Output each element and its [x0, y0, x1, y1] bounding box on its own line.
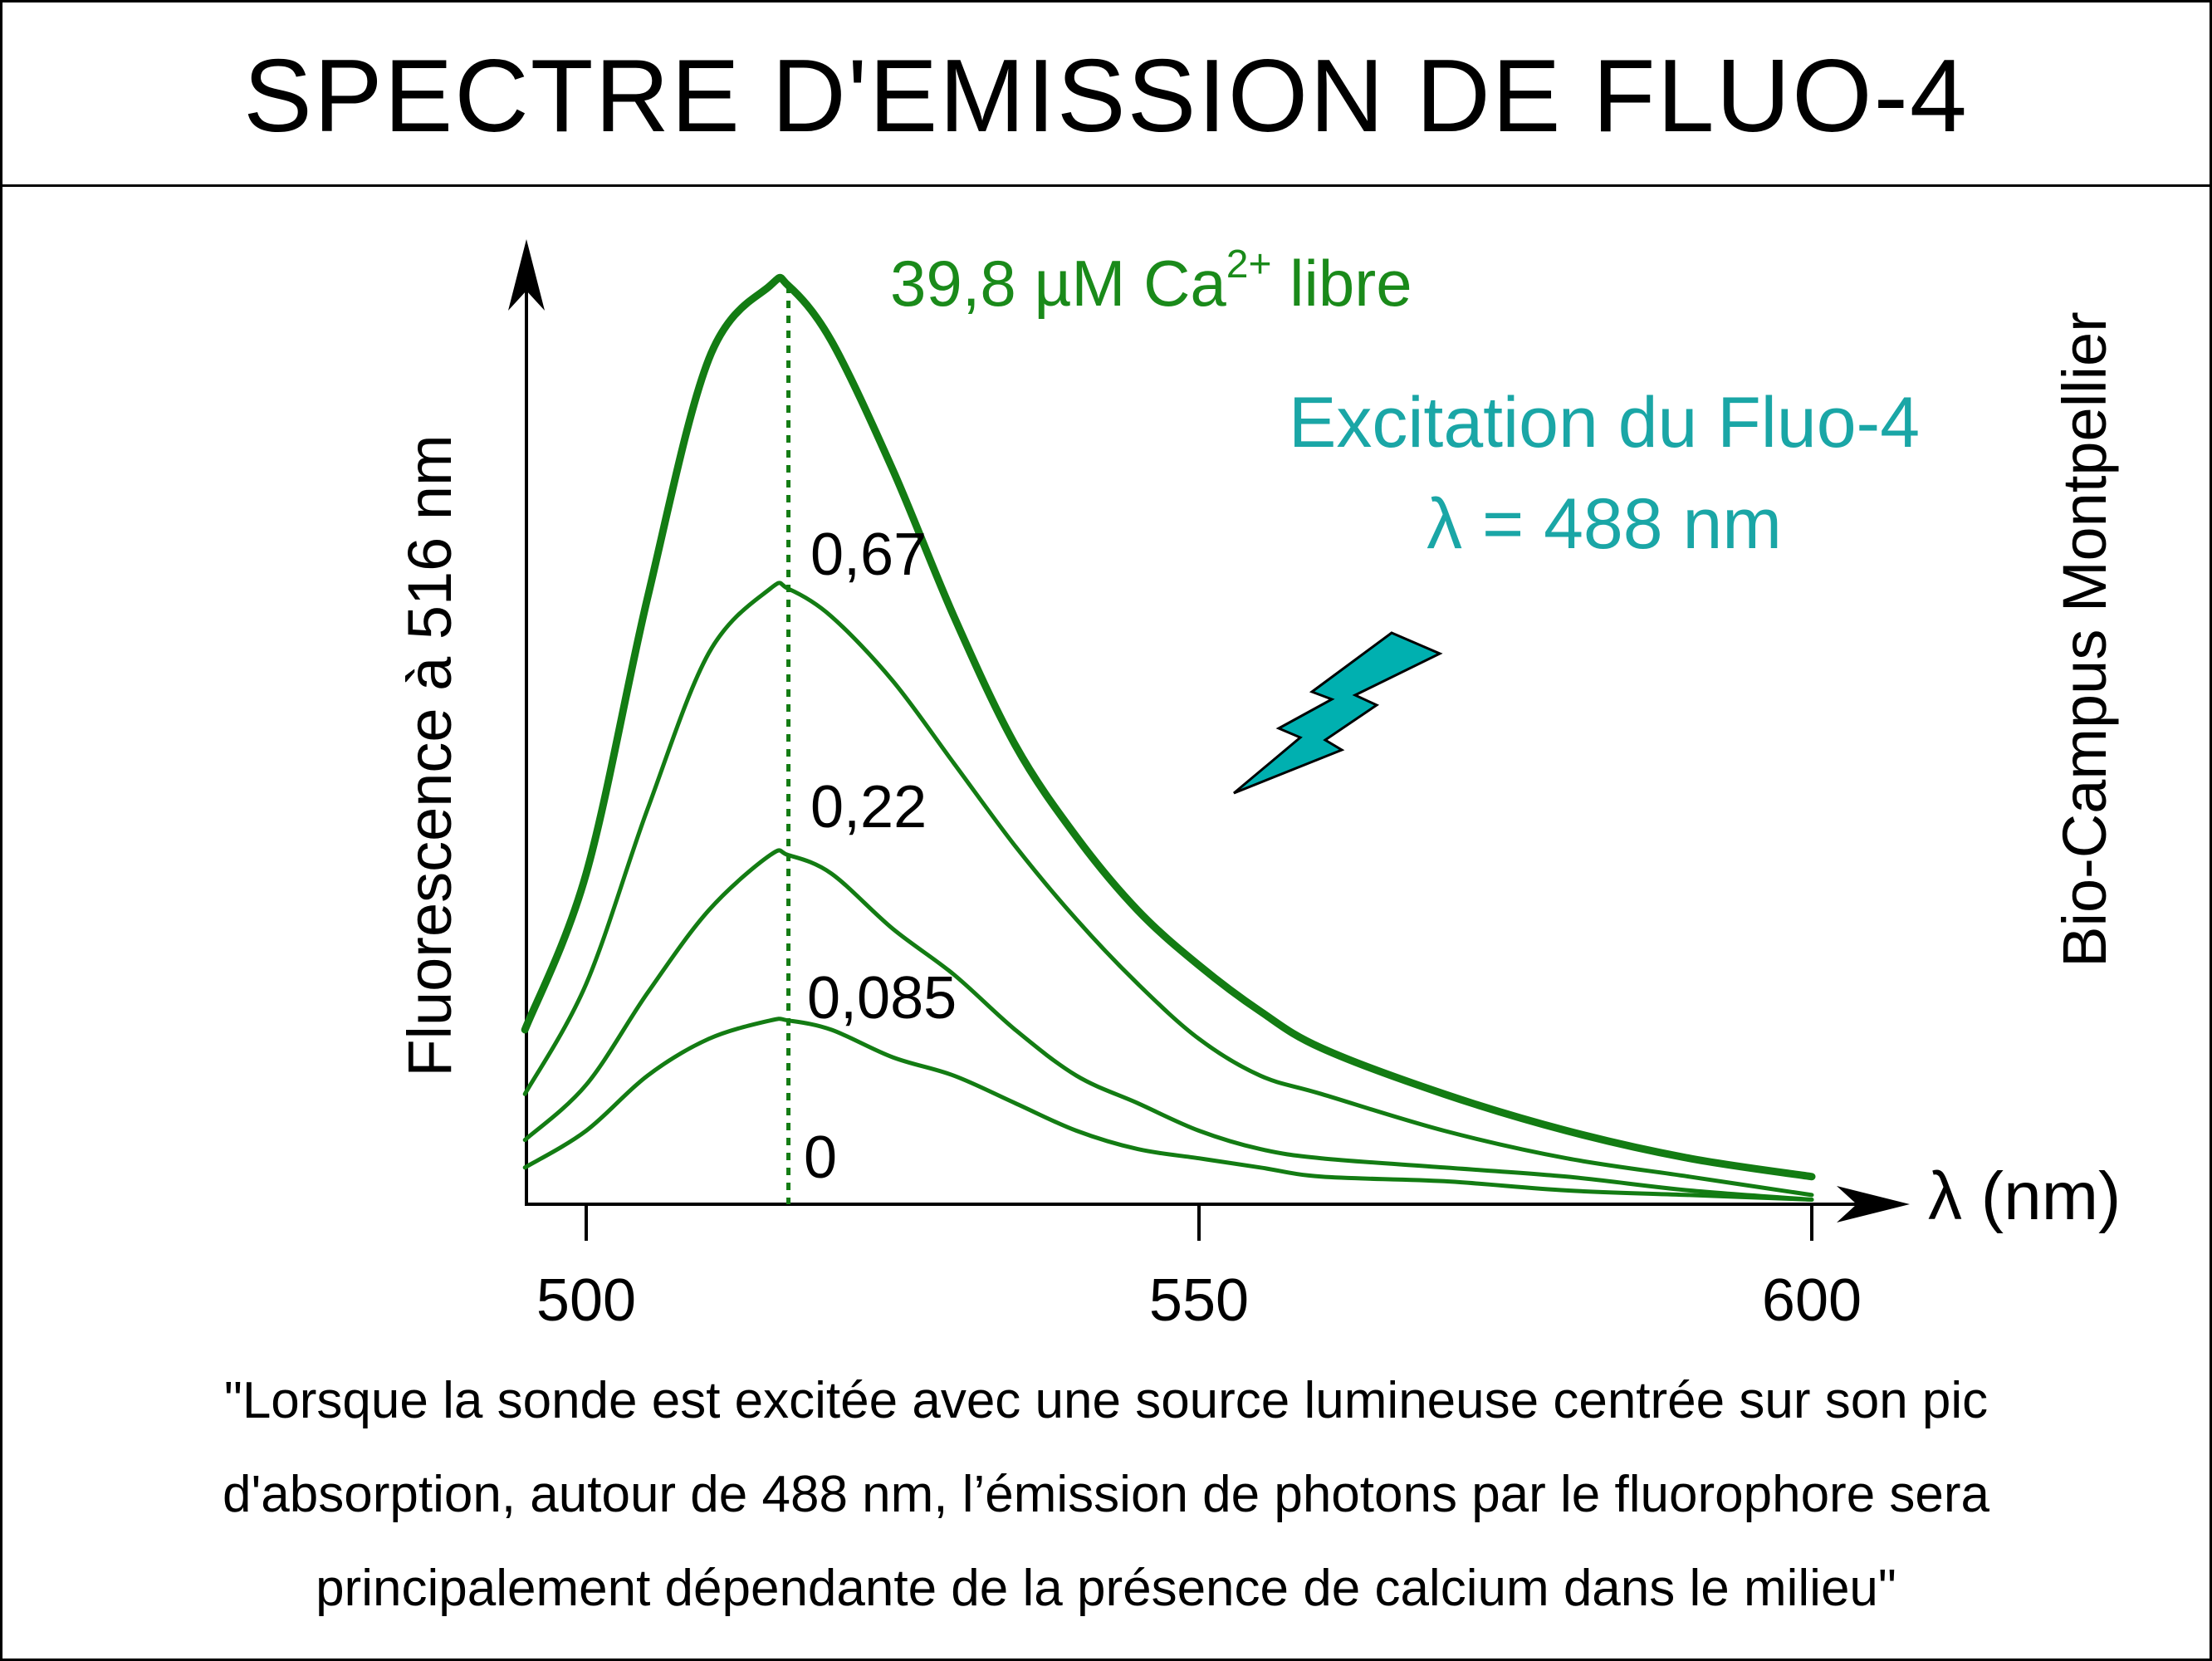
lightning-bolt-icon [1233, 631, 1443, 795]
page-title: SPECTRE D'EMISSION DE FLUO-4 [243, 38, 1969, 154]
y-axis-label: Fluorescence à 516 nm [395, 434, 464, 1076]
calcium-label-rest: libre [1272, 247, 1412, 320]
excitation-line1: Excitation du Fluo-4 [1289, 383, 1920, 463]
x-axis-label: λ (nm) [1928, 1159, 2121, 1234]
calcium-label-main: 39,8 µM Ca [890, 247, 1226, 320]
side-label: Bio-Campus Montpellier [2050, 311, 2119, 968]
emission-curve-1 [521, 273, 1816, 1181]
caption-line: d'absorption, autour de 488 nm, l’émissi… [222, 1466, 1990, 1523]
calcium-label: 39,8 µM Ca2+ libre [890, 243, 1412, 320]
emission-curve-2 [522, 581, 1814, 1198]
x-tick-label: 500 [536, 1267, 636, 1334]
title-bar: SPECTRE D'EMISSION DE FLUO-4 [2, 2, 2210, 187]
curve-label-067: 0,67 [810, 522, 927, 588]
caption: "Lorsque la sonde est excitée avec une s… [17, 1354, 2195, 1635]
emission-curve-4 [522, 1017, 1814, 1202]
excitation-line2: λ = 488 nm [1427, 484, 1782, 564]
curve-label-0: 0 [804, 1124, 837, 1191]
curve-label-0085: 0,085 [807, 965, 957, 1031]
x-tick-label: 600 [1762, 1267, 1862, 1334]
emission-curve-3 [522, 848, 1814, 1202]
x-tick-label: 550 [1149, 1267, 1249, 1334]
caption-line: "Lorsque la sonde est excitée avec une s… [223, 1372, 1989, 1429]
calcium-label-sup: 2+ [1226, 243, 1272, 287]
y-axis-arrow [508, 239, 545, 311]
curve-label-022: 0,22 [810, 774, 927, 840]
caption-line: principalement dépendante de la présence… [316, 1560, 1896, 1617]
x-axis-arrow [1837, 1186, 1910, 1222]
